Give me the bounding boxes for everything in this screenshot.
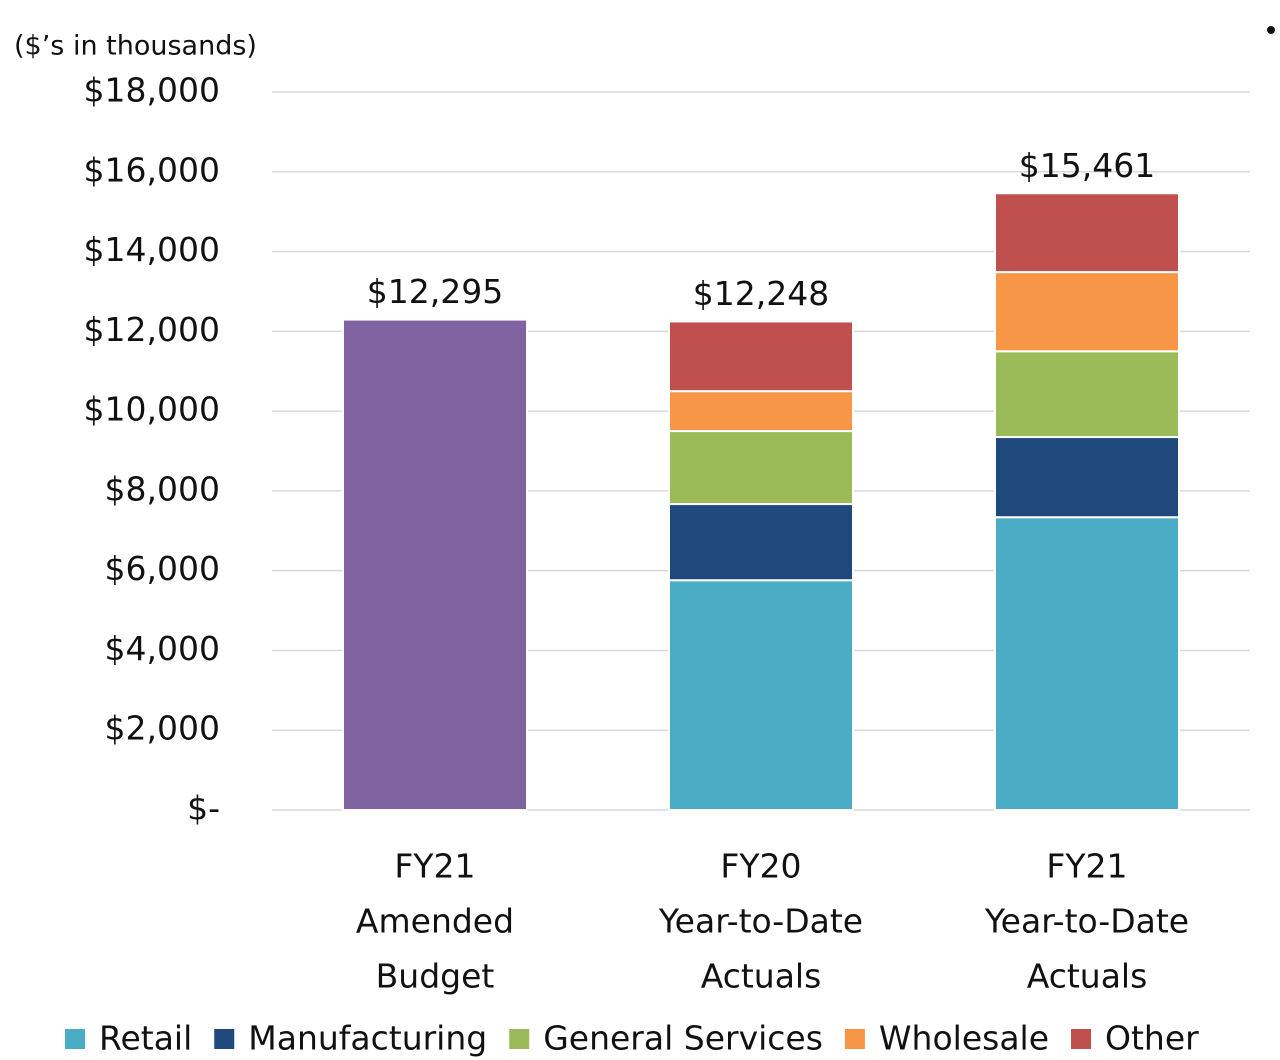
bar-segment (994, 516, 1180, 812)
x-tick-label: FY20 (720, 847, 801, 886)
y-tick-label: $12,000 (84, 310, 220, 349)
bar-segment (994, 192, 1180, 274)
bar-segment (668, 390, 854, 433)
x-tick-label: Actuals (701, 957, 822, 996)
legend-swatch (509, 1029, 530, 1049)
total-label: $15,461 (1019, 146, 1155, 185)
x-tick-label: FY21 (394, 847, 475, 886)
y-tick-label: $6,000 (105, 549, 220, 588)
y-tick-label: $- (187, 789, 220, 828)
legend-swatch (214, 1029, 235, 1049)
bar-segment (342, 318, 528, 811)
legend-label: Retail (99, 1019, 192, 1058)
y-tick-label: $18,000 (84, 71, 220, 110)
legend-label: General Services (543, 1019, 823, 1058)
bullet (1267, 26, 1275, 34)
bar-segment (668, 503, 854, 582)
total-label: $12,295 (367, 272, 503, 311)
bar-segment (994, 436, 1180, 519)
legend-swatch (1071, 1029, 1092, 1049)
bar-segment (994, 271, 1180, 353)
y-tick-label: $14,000 (84, 230, 220, 269)
bar-segment (668, 579, 854, 811)
legend-label: Wholesale (879, 1019, 1049, 1058)
legend-swatch (844, 1029, 865, 1049)
subtitle: ($’s in thousands) (14, 31, 257, 62)
legend-label: Manufacturing (248, 1019, 487, 1058)
y-tick-label: $10,000 (84, 390, 220, 429)
bar-segment (668, 320, 854, 393)
x-tick-label: Actuals (1027, 957, 1148, 996)
legend-swatch (65, 1029, 85, 1049)
y-tick-label: $16,000 (84, 150, 220, 189)
x-tick-label: Year-to-Date (984, 902, 1189, 941)
legend-label: Other (1105, 1019, 1199, 1058)
total-label: $12,248 (693, 274, 829, 313)
y-tick-label: $4,000 (105, 629, 220, 668)
x-tick-label: Year-to-Date (658, 902, 863, 941)
bar-segment (668, 430, 854, 506)
y-tick-label: $2,000 (105, 709, 220, 748)
y-tick-label: $8,000 (105, 469, 220, 508)
x-tick-label: Budget (376, 957, 495, 996)
x-tick-label: Amended (356, 902, 514, 941)
bar-segment (994, 350, 1180, 439)
x-tick-label: FY21 (1046, 847, 1127, 886)
